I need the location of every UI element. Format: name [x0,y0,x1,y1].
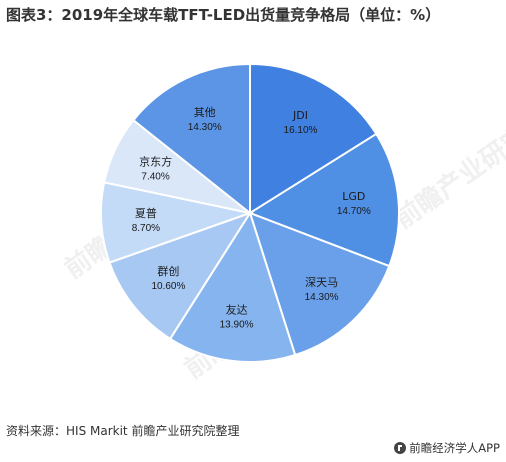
pie-labels: JDI 16.10% LGD 14.70% 深天马 14.30% 友达 13.90% 群创 10.… [132,106,371,330]
slice-value-label: 10.60% [151,281,185,292]
slice-value-label: 13.90% [220,319,254,330]
slice-value-label: 14.70% [337,206,371,217]
brand-logo-icon [394,442,407,454]
pie-slice-1 [247,132,400,268]
slice-label: 夏普 [135,206,157,220]
pie-slice-7 [132,62,251,216]
brand: 前瞻经济学人APP [394,440,500,456]
slice-label: 其他 [194,106,216,119]
slice-label: LGD [342,190,365,203]
slice-label: 深天马 [305,276,338,289]
slice-value-label: 14.30% [305,292,339,303]
source-note: 资料来源：HIS Markit 前瞻产业研究院整理 [6,424,240,438]
brand-label: 前瞻经济学人APP [409,441,500,455]
pie-slice-4 [108,211,253,341]
pie-slices [100,62,400,363]
chart-title: 图表3：2019年全球车载TFT-LED出货量竞争格局（单位：%） [6,6,441,24]
slice-value-label: 14.30% [188,122,222,133]
slice-label: JDI [292,109,308,122]
pie-slice-5 [100,181,254,264]
slice-value-label: 8.70% [132,223,160,234]
slice-label: 群创 [157,264,179,278]
pie-slice-0 [249,62,378,215]
slice-label: 友达 [226,302,248,316]
slice-value-label: 7.40% [141,172,169,183]
slice-value-label: 16.10% [284,125,318,136]
pie-slice-3 [168,210,297,363]
slice-label: 京东方 [139,155,172,169]
